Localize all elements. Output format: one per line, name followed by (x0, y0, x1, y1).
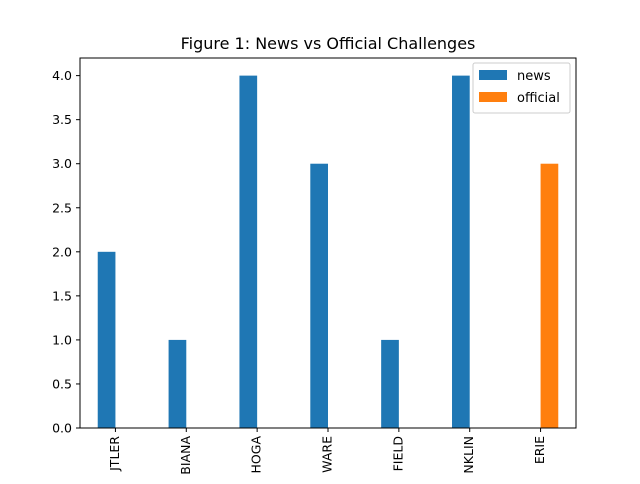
x-tick-label: WARE (320, 436, 335, 473)
y-tick-label: 3.0 (52, 156, 72, 171)
y-tick-label: 2.0 (52, 244, 72, 259)
x-axis: JTLER BIANA HOGA WARE FIELD NKLIN ERIE (107, 428, 547, 475)
bar-news-ware (310, 163, 328, 428)
x-tick-label: HOGA (249, 436, 264, 474)
bar-news-jtler (97, 251, 116, 428)
bar-news-field (381, 339, 399, 428)
legend-swatch-official (479, 92, 507, 102)
bar-official-erie (540, 163, 559, 428)
legend-label-news: news (517, 69, 551, 84)
y-tick-label: 1.0 (52, 332, 72, 347)
legend-label-official: official (517, 91, 560, 106)
x-tick-label: FIELD (390, 436, 405, 471)
bar-news-nklin (452, 75, 470, 428)
bar-news-hoga (239, 75, 258, 428)
plot-frame (79, 57, 577, 429)
legend-swatch-news (479, 70, 507, 80)
x-tick-label: JTLER (107, 436, 122, 472)
y-tick-label: 4.0 (52, 68, 72, 83)
y-axis: 0.0 0.5 1.0 1.5 2.0 2.5 3.0 3.5 4.0 (52, 68, 80, 436)
y-tick-label: 1.5 (52, 288, 72, 303)
x-tick-label: NKLIN (461, 436, 476, 474)
bars-layer (97, 75, 559, 428)
y-tick-label: 2.5 (52, 200, 72, 215)
y-tick-label: 0.5 (52, 376, 72, 391)
y-tick-label: 3.5 (52, 112, 72, 127)
y-tick-label: 0.0 (52, 421, 72, 436)
bar-news-biana (168, 339, 187, 428)
chart-title: Figure 1: News vs Official Challenges (181, 34, 476, 53)
x-tick-label: ERIE (532, 436, 547, 464)
legend: news official (472, 62, 571, 114)
x-tick-label: BIANA (178, 436, 193, 475)
